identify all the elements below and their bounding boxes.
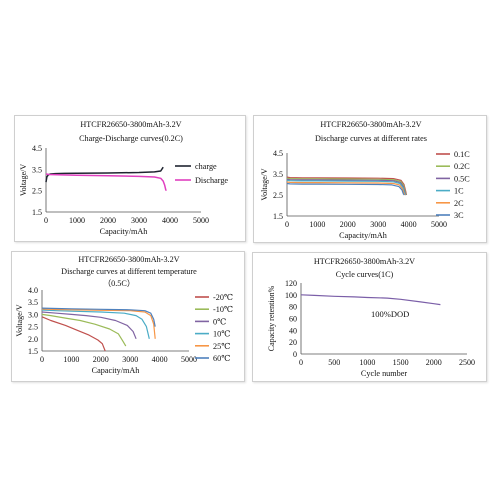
- legend-label-2: 0.2C: [454, 162, 470, 171]
- x-tick-label: 0: [44, 216, 48, 225]
- legend-label-6: 60℃: [213, 354, 230, 363]
- y-tick-label: 3.0: [28, 310, 38, 319]
- y-tick-label: 80: [289, 303, 297, 312]
- series-line-2: [45, 173, 167, 192]
- discharge-temperature-chart-panel: HTCFR26650-3800mAh-3.2V Discharge curves …: [11, 251, 245, 382]
- y-tick-label: 3.5: [273, 170, 283, 179]
- chart-subtitle: Discharge curves at different temperatur…: [61, 267, 197, 276]
- x-tick-label: 0: [299, 358, 303, 367]
- cycle-curve-chart-panel: HTCFR26650-3800mAh-3.2V Cycle curves(1C) 0…: [252, 252, 487, 382]
- y-tick-label: 20: [289, 338, 297, 347]
- x-tick-label: 3000: [370, 220, 386, 229]
- series-line-6: [41, 307, 156, 327]
- y-tick-label: 2.5: [28, 323, 38, 332]
- y-tick-label: 2.5: [32, 187, 42, 196]
- chart-title: HTCFR26650-3800mAh-3.2V: [314, 257, 415, 266]
- x-tick-label: 1000: [309, 220, 325, 229]
- series-line-1: [300, 294, 441, 306]
- chart-annotation: 100%DOD: [371, 309, 409, 319]
- series-line-3: [41, 311, 137, 340]
- y-tick-label: 1.5: [28, 347, 38, 356]
- legend-label-6: 3C: [454, 211, 464, 220]
- x-axis-label: Capacity/mAh: [339, 231, 387, 240]
- y-axis-label: Voltage/V: [15, 304, 24, 337]
- legend-label-3: 0℃: [213, 317, 226, 326]
- x-axis-label: Capacity/mAh: [92, 366, 140, 375]
- discharge-rates-chart: HTCFR26650-3800mAh-3.2V Discharge curves …: [260, 120, 470, 240]
- legend-label-4: 1C: [454, 187, 464, 196]
- chart-title: HTCFR26650-3800mAh-3.2V: [78, 255, 179, 264]
- x-axis-label: Cycle number: [361, 369, 407, 378]
- legend-label-5: 25℃: [213, 342, 230, 351]
- x-axis-label: Capacity/mAh: [100, 227, 148, 236]
- x-tick-label: 1000: [63, 355, 79, 364]
- chart-subtitle: Charge-Discharge curves(0.2C): [79, 134, 183, 143]
- chart-subtitle: Cycle curves(1C): [336, 270, 394, 279]
- x-tick-label: 1500: [393, 358, 409, 367]
- series-line-6: [286, 182, 405, 196]
- y-tick-label: 4.0: [28, 286, 38, 295]
- y-tick-label: 4.5: [273, 149, 283, 158]
- x-tick-label: 1000: [69, 216, 85, 225]
- y-axis-label: Capacity retention%: [267, 285, 276, 351]
- x-tick-label: 2000: [100, 216, 116, 225]
- y-tick-label: 2.0: [28, 335, 38, 344]
- x-tick-label: 1000: [359, 358, 375, 367]
- y-tick-label: 100: [285, 291, 297, 300]
- y-axis-label: Voltage/V: [19, 164, 28, 197]
- series-line-4: [286, 179, 407, 196]
- x-tick-label: 4000: [152, 355, 168, 364]
- legend-label-4: 10℃: [213, 330, 230, 339]
- charge-discharge-chart-panel: HTCFR26650-3800mAh-3.2V Charge-Discharge …: [14, 115, 246, 242]
- y-axis-label: Voltage/V: [260, 168, 269, 201]
- series-line-1: [41, 316, 106, 352]
- legend-label-5: 2C: [454, 199, 464, 208]
- series-line-4: [41, 309, 150, 339]
- x-tick-label: 5000: [193, 216, 209, 225]
- y-tick-label: 3.5: [28, 298, 38, 307]
- legend-label-2: -10℃: [213, 305, 233, 314]
- y-tick-label: 1.5: [273, 212, 283, 221]
- x-tick-label: 2500: [459, 358, 475, 367]
- x-tick-label: 4000: [401, 220, 417, 229]
- x-tick-label: 5000: [181, 355, 197, 364]
- y-tick-label: 1.5: [32, 208, 42, 217]
- series-line-5: [286, 181, 406, 196]
- x-tick-label: 2000: [426, 358, 442, 367]
- y-tick-label: 0: [293, 350, 297, 359]
- x-tick-label: 4000: [162, 216, 178, 225]
- chart-title: HTCFR26650-3800mAh-3.2V: [80, 120, 181, 129]
- x-tick-label: 2000: [93, 355, 109, 364]
- y-tick-label: 4.5: [32, 144, 42, 153]
- discharge-temperature-chart: HTCFR26650-3800mAh-3.2V Discharge curves …: [15, 255, 233, 375]
- y-tick-label: 40: [289, 326, 297, 335]
- x-tick-label: 3000: [122, 355, 138, 364]
- y-tick-label: 120: [285, 279, 297, 288]
- legend-label-2: Discharge: [195, 176, 228, 185]
- charge-discharge-chart: HTCFR26650-3800mAh-3.2V Charge-Discharge …: [19, 120, 228, 236]
- x-tick-label: 0: [285, 220, 289, 229]
- legend-label-1: 0.1C: [454, 150, 470, 159]
- y-tick-label: 60: [289, 315, 297, 324]
- x-tick-label: 2000: [340, 220, 356, 229]
- legend-label-1: charge: [195, 162, 217, 171]
- y-tick-label: 2.5: [273, 191, 283, 200]
- legend-label-1: -20℃: [213, 293, 233, 302]
- legend-label-3: 0.5C: [454, 174, 470, 183]
- chart-subtitle: Discharge curves at different rates: [315, 134, 427, 143]
- chart-title: HTCFR26650-3800mAh-3.2V: [320, 120, 421, 129]
- x-tick-label: 5000: [431, 220, 447, 229]
- discharge-rates-chart-panel: HTCFR26650-3800mAh-3.2V Discharge curves …: [253, 115, 487, 243]
- x-tick-label: 0: [40, 355, 44, 364]
- y-tick-label: 3.5: [32, 165, 42, 174]
- x-tick-label: 3000: [131, 216, 147, 225]
- series-line-2: [41, 313, 127, 347]
- x-tick-label: 500: [328, 358, 340, 367]
- chart-subtitle-line2: （0.5C）: [103, 279, 135, 288]
- cycle-curve-chart: HTCFR26650-3800mAh-3.2V Cycle curves(1C) 0…: [267, 257, 475, 378]
- series-line-5: [41, 308, 156, 339]
